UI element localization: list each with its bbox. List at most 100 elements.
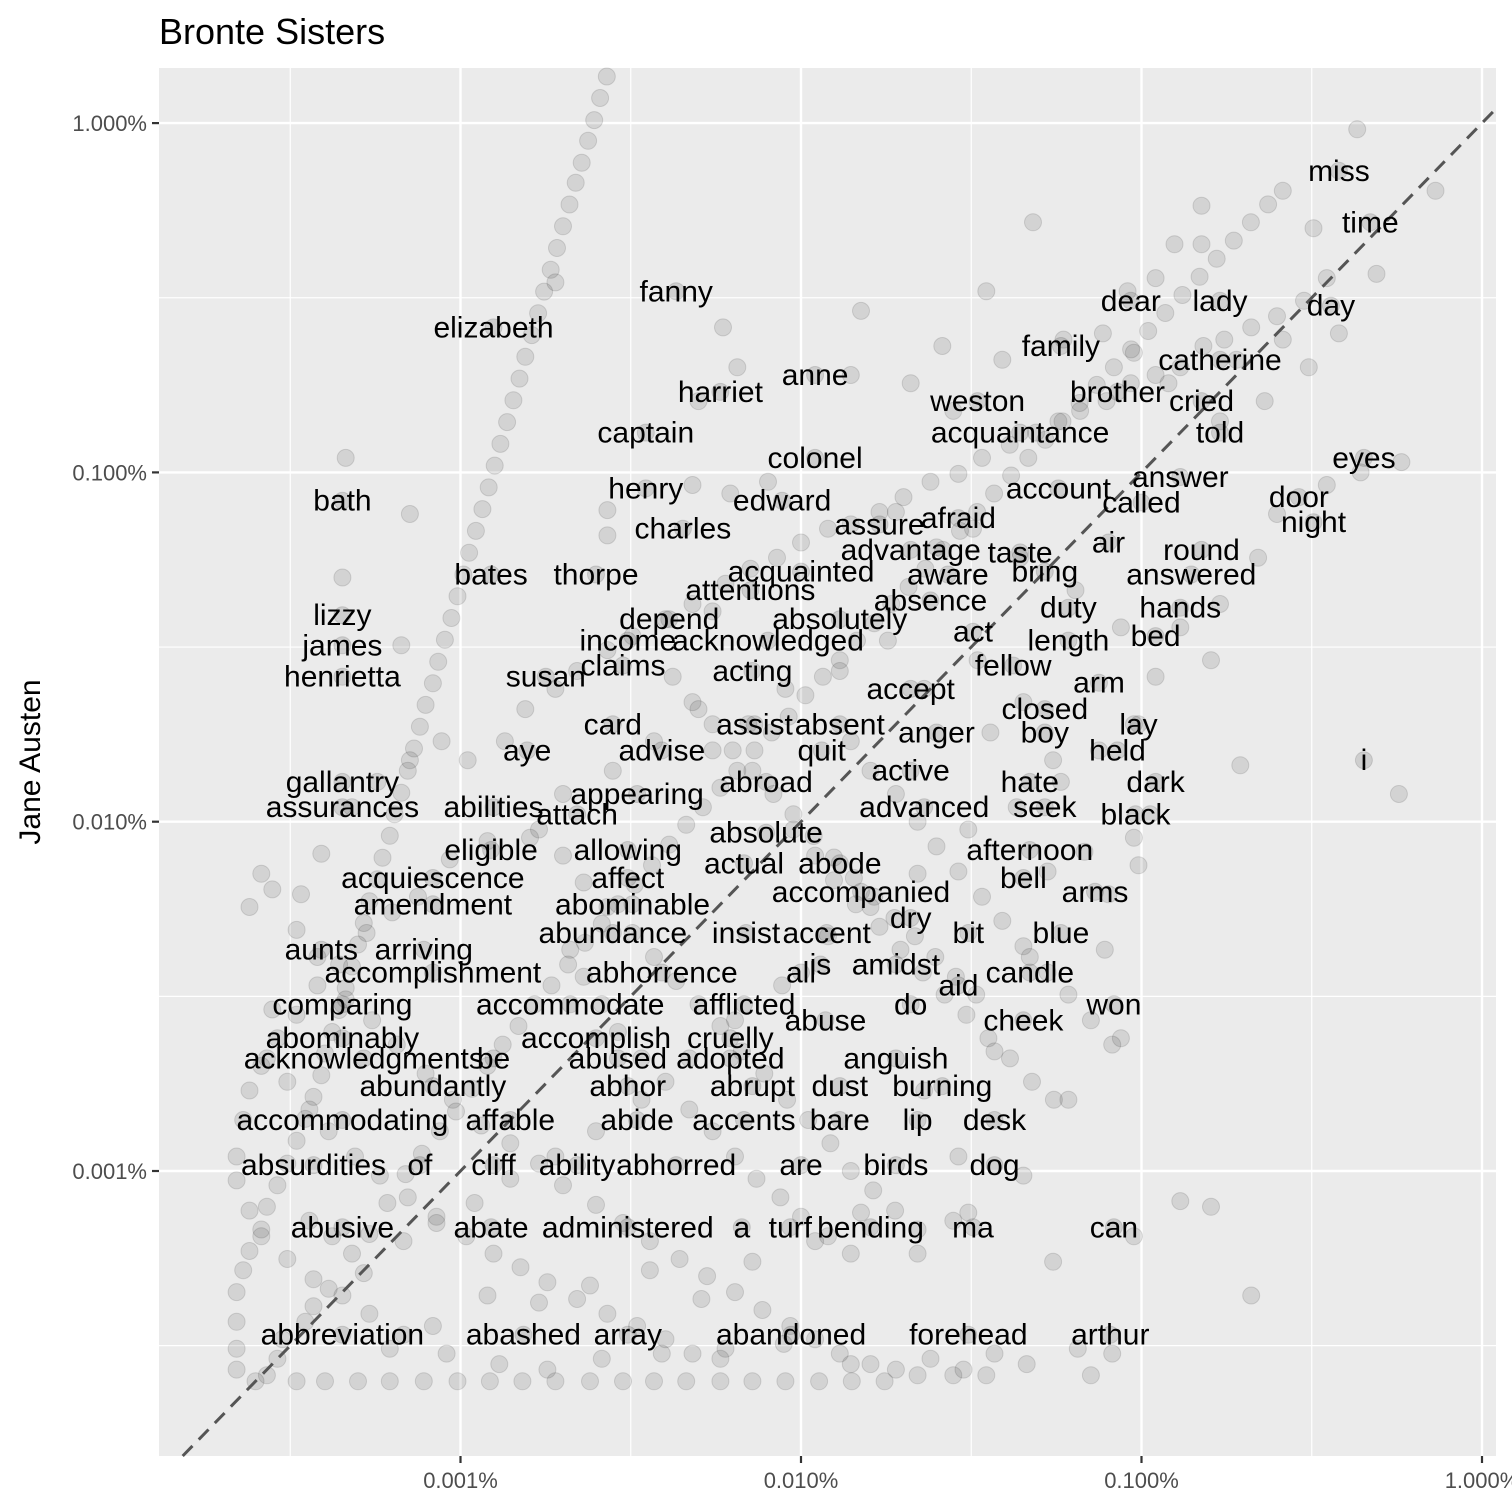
word-label: day xyxy=(1307,290,1355,323)
data-point xyxy=(480,1372,499,1391)
data-point xyxy=(554,1176,572,1195)
data-point xyxy=(698,1267,717,1286)
labeled-point-marker xyxy=(812,741,831,760)
labeled-point-marker xyxy=(1101,1325,1120,1344)
word-label: abrupt xyxy=(710,1070,796,1103)
labeled-point-marker xyxy=(1059,631,1078,650)
labeled-point-marker xyxy=(782,1325,801,1344)
word-label: taste xyxy=(988,536,1053,569)
data-point xyxy=(448,1372,467,1391)
data-point xyxy=(368,870,387,889)
data-point xyxy=(263,1000,282,1019)
data-point xyxy=(296,1109,315,1128)
data-point xyxy=(755,1064,774,1083)
data-point xyxy=(806,846,825,865)
word-label: aye xyxy=(503,734,551,767)
data-point xyxy=(542,976,561,995)
data-point xyxy=(1211,595,1229,613)
labeled-point-marker xyxy=(964,622,982,641)
word-label: afraid xyxy=(921,502,996,535)
data-point xyxy=(1392,453,1411,472)
word-label: card xyxy=(584,708,642,741)
labeled-point-marker xyxy=(484,318,503,337)
data-point xyxy=(574,967,593,986)
data-point xyxy=(1146,269,1165,288)
data-point xyxy=(587,1122,605,1141)
labeled-point-marker xyxy=(660,610,679,629)
data-point xyxy=(1295,291,1313,310)
data-point xyxy=(252,1056,271,1075)
word-label: abuse xyxy=(785,1004,867,1037)
labeled-point-marker xyxy=(959,924,978,942)
word-label: harriet xyxy=(678,376,764,409)
word-label: lip xyxy=(903,1104,933,1137)
data-point xyxy=(1202,1197,1220,1216)
data-point xyxy=(759,472,777,491)
word-label: dear xyxy=(1101,285,1161,318)
word-label: edward xyxy=(733,485,831,518)
word-label: abused xyxy=(569,1042,667,1075)
labeled-point-marker xyxy=(721,1049,740,1068)
data-point xyxy=(623,924,642,942)
data-point xyxy=(875,1372,894,1391)
data-point xyxy=(1103,1035,1122,1054)
labeled-point-marker xyxy=(618,1325,637,1344)
data-point xyxy=(723,741,742,760)
word-label: hate xyxy=(1001,766,1059,799)
word-label: arthur xyxy=(1071,1319,1149,1352)
data-point xyxy=(743,1372,762,1391)
labeled-point-marker xyxy=(1051,337,1070,355)
data-point xyxy=(908,1244,927,1263)
labeled-point-marker xyxy=(636,479,655,498)
data-point xyxy=(1024,213,1042,232)
data-point xyxy=(1190,267,1209,286)
data-point xyxy=(796,686,815,705)
data-point xyxy=(683,693,702,712)
data-point xyxy=(806,1330,825,1349)
word-labels: elizabeth fanny miss time dear lady day family c… xyxy=(237,155,1399,1352)
data-point xyxy=(778,1090,797,1109)
data-point xyxy=(692,1290,711,1308)
word-label: closed xyxy=(1001,693,1088,726)
word-label: amidst xyxy=(852,949,941,982)
data-point xyxy=(693,798,712,817)
data-point xyxy=(628,1317,647,1335)
data-point xyxy=(568,1290,587,1308)
word-label: abate xyxy=(454,1211,529,1244)
data-point xyxy=(1329,324,1348,343)
data-point xyxy=(865,614,884,633)
word-label: bell xyxy=(1000,862,1047,895)
data-point xyxy=(841,366,860,384)
data-point xyxy=(1139,322,1158,340)
labeled-point-marker xyxy=(949,976,968,995)
labeled-point-marker xyxy=(618,631,637,650)
data-point xyxy=(645,948,663,966)
labeled-point-marker xyxy=(949,509,968,528)
data-point xyxy=(1171,1192,1190,1211)
word-label: abilities xyxy=(443,791,543,824)
data-point xyxy=(501,1134,520,1153)
data-point xyxy=(414,1372,433,1391)
reference-line xyxy=(181,107,1498,1458)
data-point xyxy=(728,358,747,377)
labeled-point-marker xyxy=(333,491,352,510)
data-point xyxy=(951,521,969,540)
data-point xyxy=(574,873,593,892)
word-label: length xyxy=(1028,625,1110,658)
labeled-point-marker xyxy=(1020,841,1039,859)
data-point xyxy=(409,887,427,906)
data-point xyxy=(753,1301,772,1319)
data-point xyxy=(1111,618,1130,637)
data-point xyxy=(278,1154,297,1173)
data-point xyxy=(1124,715,1143,734)
labeled-point-marker xyxy=(1049,479,1068,498)
word-label: birds xyxy=(863,1149,928,1182)
data-point xyxy=(1001,1049,1019,1068)
data-point xyxy=(964,519,982,538)
labeled-point-marker xyxy=(587,565,605,584)
data-point xyxy=(1348,120,1367,139)
data-point xyxy=(852,1203,870,1222)
word-label: acknowledgments xyxy=(244,1042,484,1075)
data-point xyxy=(442,609,461,627)
data-point xyxy=(304,1297,323,1316)
